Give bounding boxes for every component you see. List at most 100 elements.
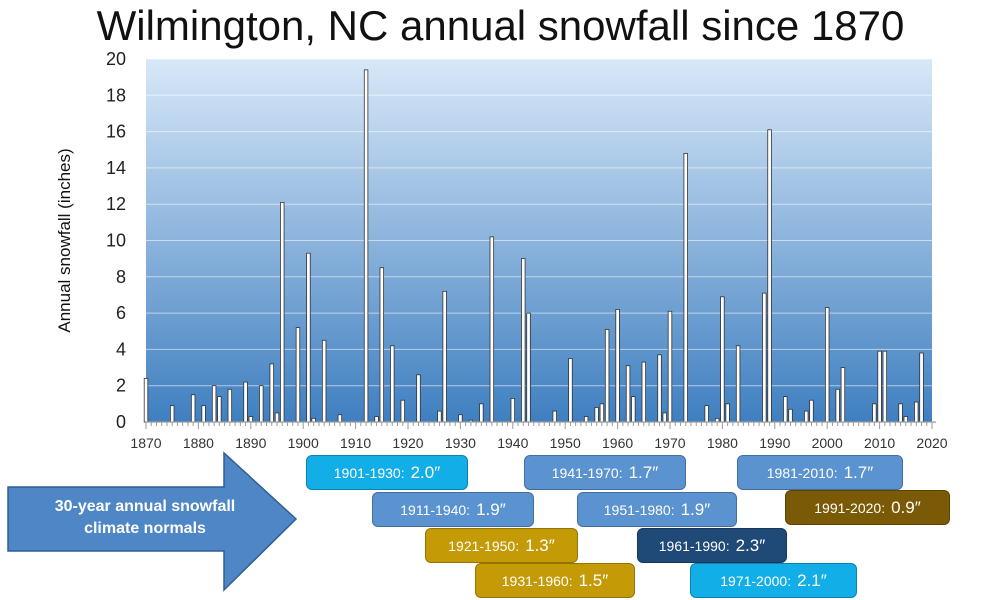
normal-value: 1.5″ <box>578 570 609 590</box>
bar-1956 <box>594 407 599 423</box>
arrow-label-line1: 30-year annual snowfall <box>54 498 236 515</box>
gridlines <box>146 58 932 387</box>
normal-period: 1991-2020: <box>814 499 886 516</box>
normal-box-1951-1980: 1951-1980: 1.9″ <box>577 492 737 527</box>
x-tick-label: 1890 <box>235 435 266 451</box>
normal-period: 1981-2010: <box>766 464 838 481</box>
bar-1962 <box>625 365 631 423</box>
x-tick-label: 1870 <box>130 435 161 451</box>
x-tick-label: 1920 <box>392 435 423 451</box>
bar-1875 <box>169 405 175 423</box>
bar-2011 <box>882 350 888 423</box>
bar-1981 <box>725 403 730 423</box>
bar-2003 <box>840 367 846 423</box>
bar-1890 <box>248 416 253 423</box>
bar-1907 <box>337 414 343 423</box>
x-tick-label: 2000 <box>812 435 843 451</box>
normal-period: 1931-1960: <box>501 572 573 589</box>
x-tick-label: 1880 <box>183 435 214 451</box>
bar-1896 <box>280 201 285 423</box>
normal-period: 1971-2000: <box>720 572 792 589</box>
bar-1963 <box>631 396 636 423</box>
bar-1965 <box>641 361 646 423</box>
bar-1951 <box>568 358 573 423</box>
y-tick-label: 10 <box>106 231 126 251</box>
normal-value: 1.9″ <box>680 499 711 519</box>
y-tick-label: 4 <box>116 339 126 359</box>
bar-1973 <box>683 152 688 423</box>
normal-value: 1.7″ <box>628 462 659 482</box>
bar-1915 <box>379 267 384 423</box>
bar-1980 <box>720 296 725 423</box>
chart-title: Wilmington, NC annual snowfall since 187… <box>96 2 905 49</box>
bar-1914 <box>374 416 379 423</box>
y-tick-label: 0 <box>116 412 126 432</box>
bar-2009 <box>872 403 877 423</box>
normal-box-1941-1970: 1941-1970: 1.7″ <box>524 455 686 490</box>
normal-value: 0.9″ <box>891 497 921 517</box>
arrow-label: 30-year annual snowfall climate normals <box>18 496 272 540</box>
normal-box-1961-1990: 1961-1990: 2.3″ <box>637 528 787 563</box>
bar-1879 <box>190 394 196 423</box>
normal-value: 1.9″ <box>476 499 506 519</box>
normal-box-1991-2020: 1991-2020: 0.9″ <box>785 490 950 525</box>
bar-1870 <box>143 378 149 423</box>
bar-1883 <box>211 385 217 423</box>
x-tick-label: 2010 <box>864 435 895 451</box>
y-tick-label: 2 <box>116 376 126 396</box>
y-tick-label: 16 <box>106 122 126 142</box>
normal-value: 1.7″ <box>843 462 874 482</box>
bar-1926 <box>437 410 442 423</box>
normal-period: 1951-1980: <box>603 501 675 518</box>
arrow-shape <box>7 451 298 592</box>
bar-1936 <box>489 236 495 423</box>
normal-box-1971-2000: 1971-2000: 2.1″ <box>690 563 857 598</box>
bar-1988 <box>762 292 767 423</box>
normal-value: 2.0″ <box>410 462 441 482</box>
bar-1983 <box>735 345 741 423</box>
y-tick-label: 20 <box>106 49 126 69</box>
bar-1977 <box>704 405 709 423</box>
x-tick-label: 1960 <box>602 435 633 451</box>
bar-1958 <box>604 329 610 423</box>
bar-1901 <box>306 252 311 423</box>
bar-1927 <box>442 290 447 423</box>
normal-period: 1921-1950: <box>448 537 520 554</box>
bar-1899 <box>295 327 301 423</box>
bars <box>143 69 924 423</box>
normal-value: 2.3″ <box>735 535 766 555</box>
bar-1934 <box>479 403 484 423</box>
normal-box-1981-2010: 1981-2010: 1.7″ <box>737 455 903 490</box>
bar-1968 <box>657 354 662 423</box>
y-tick-label: 6 <box>116 303 126 323</box>
bar-1997 <box>809 399 814 423</box>
bar-1894 <box>269 363 274 423</box>
normal-value: 2.1″ <box>797 570 827 590</box>
normal-box-1901-1930: 1901-1930: 2.0″ <box>306 455 468 490</box>
bar-1889 <box>243 381 248 423</box>
bar-2015 <box>903 416 908 423</box>
x-tick-label: 1970 <box>654 435 685 451</box>
x-tick-label: 1940 <box>497 435 528 451</box>
y-tick-label: 18 <box>106 85 126 105</box>
bar-1970 <box>667 310 673 423</box>
bar-1948 <box>552 410 557 423</box>
x-tick-label: 2020 <box>916 435 947 451</box>
bar-1957 <box>599 403 605 423</box>
bar-1992 <box>783 396 788 423</box>
bar-2000 <box>825 307 830 423</box>
bar-1895 <box>274 412 280 423</box>
x-tick-label: 1990 <box>759 435 790 451</box>
bar-1912 <box>363 69 369 423</box>
normal-box-1921-1950: 1921-1950: 1.3″ <box>425 528 578 563</box>
bar-2017 <box>914 401 919 423</box>
bar-2018 <box>919 352 924 423</box>
y-axis-label: Annual snowfall (inches) <box>55 148 74 332</box>
normal-box-1911-1940: 1911-1940: 1.9″ <box>372 492 534 527</box>
bar-1993 <box>788 408 793 423</box>
bar-2002 <box>835 388 840 423</box>
y-tick-label: 12 <box>106 194 126 214</box>
bar-1892 <box>259 385 264 423</box>
bar-1969 <box>662 412 667 423</box>
